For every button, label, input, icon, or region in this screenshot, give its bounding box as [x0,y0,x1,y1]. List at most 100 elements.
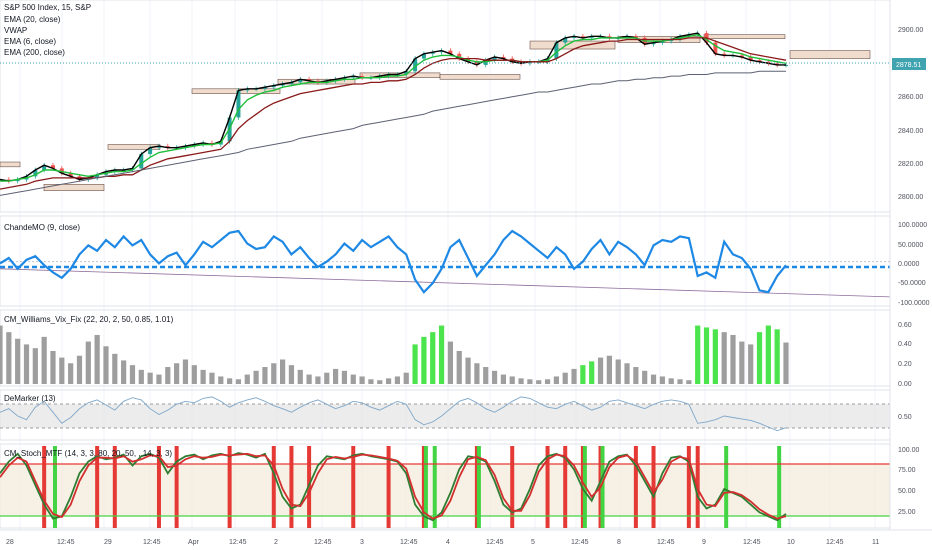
candle-body [139,154,144,169]
vix-bar [633,367,639,384]
vix-bar [129,365,136,384]
time-tick: 4 [446,539,450,546]
stoch-title: CM_Stoch_MTF (14, 3, 3, 80, 20, 50, , 14… [4,449,172,458]
zone-box [703,34,786,39]
stoch-signal-bar [95,446,100,528]
candle-body [625,36,630,38]
vix-bar [121,360,127,384]
candle-body [483,60,488,65]
candle-body [112,169,117,172]
time-tick: 12:45 [826,539,844,546]
vix-bar [94,334,100,384]
candle-body [633,36,638,38]
vix-bars [0,325,789,384]
vix-bar [624,363,630,384]
stoch-tick: 50.00 [898,488,916,495]
stoch-signal-bar [545,446,550,528]
vix-bar [200,369,206,384]
indicator-ema20-label: EMA (20, close) [4,15,61,24]
chande-title: ChandeMO (9, close) [4,223,80,232]
vix-bar [209,372,215,384]
vix-bar [0,325,3,384]
candle-body [165,146,170,148]
candle-body [95,174,100,178]
time-tick: 12:45 [400,539,418,546]
vix-bar [350,374,356,384]
vix-bar [562,372,568,384]
stoch-tick: 100.00 [898,447,920,454]
time-tick: 28 [6,539,14,546]
vix-bar [430,332,436,384]
candle-body [245,88,250,91]
candle-body [236,90,241,118]
vix-bar [756,332,763,384]
candle-body [527,61,532,64]
stoch-tick: 25.00 [898,509,916,516]
chande-trendline [0,268,891,298]
vix-bar [103,346,109,384]
ma-line [0,37,787,190]
indicator-vwap-label: VWAP [4,26,27,35]
candle-body [474,61,479,65]
candle-body [660,41,665,43]
candle-body [333,79,338,81]
vix-bar [315,376,321,384]
candle-body [6,179,11,182]
vix-bar [553,376,559,384]
time-tick: 12:45 [743,539,761,546]
candle-body [386,74,391,77]
time-tick: 9 [702,539,706,546]
vix-bar [597,357,604,384]
chande-tick: 100.0000 [898,222,927,229]
candle-body [377,76,382,78]
candle-body [430,52,435,54]
current-price-label: 2878.51 [896,62,921,69]
chande-lines [0,229,891,298]
vix-bar [686,380,692,384]
stoch-signal-bar [476,446,481,528]
candle-body [192,144,197,147]
stoch-panel: CM_Stoch_MTF (14, 3, 3, 80, 20, 50, , 14… [0,443,891,529]
candle-body [289,82,294,85]
vix-bar [580,365,586,384]
vix-bar [68,363,74,384]
vix-bar [518,378,524,384]
time-tick: 11 [872,539,879,546]
stoch-signal-bar [600,446,605,528]
price-tick: 2820.00 [898,161,923,168]
candle-body [15,179,20,182]
vix-bar [677,379,683,384]
right-price-axis: 2900.00 2878.51 2860.00 2840.00 2820.00 … [889,0,930,530]
candle-body [307,79,312,81]
chande-tick: 0.0000 [898,261,920,268]
vix-bar [412,344,418,384]
grid-layer [19,0,876,530]
indicator-ema6-label: EMA (6, close) [4,37,56,46]
time-tick: 12:45 [657,539,675,546]
time-tick: 29 [104,539,112,546]
stoch-signal-bar [227,446,232,528]
vix-bar [783,342,789,384]
vix-bar [668,378,674,384]
time-tick: 12:45 [57,539,75,546]
demarker-band [0,404,890,428]
candle-body [404,71,409,75]
time-tick: 5 [531,539,535,546]
stoch-signal-bar [112,446,117,528]
vix-bar [438,325,445,384]
stoch-signal-bar [156,446,161,528]
vix-bar [721,332,727,384]
vix-tick: 0.00 [898,381,912,388]
vix-bar [500,374,506,384]
vix-bar [112,353,118,384]
vix-bar [147,372,153,384]
chande-tick: 50.0000 [898,242,923,249]
candle-body [59,168,64,174]
vix-bar [297,369,303,384]
vix-bar [615,359,621,384]
candle-body [351,76,356,78]
vix-bar [191,365,197,384]
symbol-title: S&P 500 Index, 15, S&P [4,3,91,12]
zone-box [789,50,871,59]
stoch-signal-bar [510,446,515,528]
